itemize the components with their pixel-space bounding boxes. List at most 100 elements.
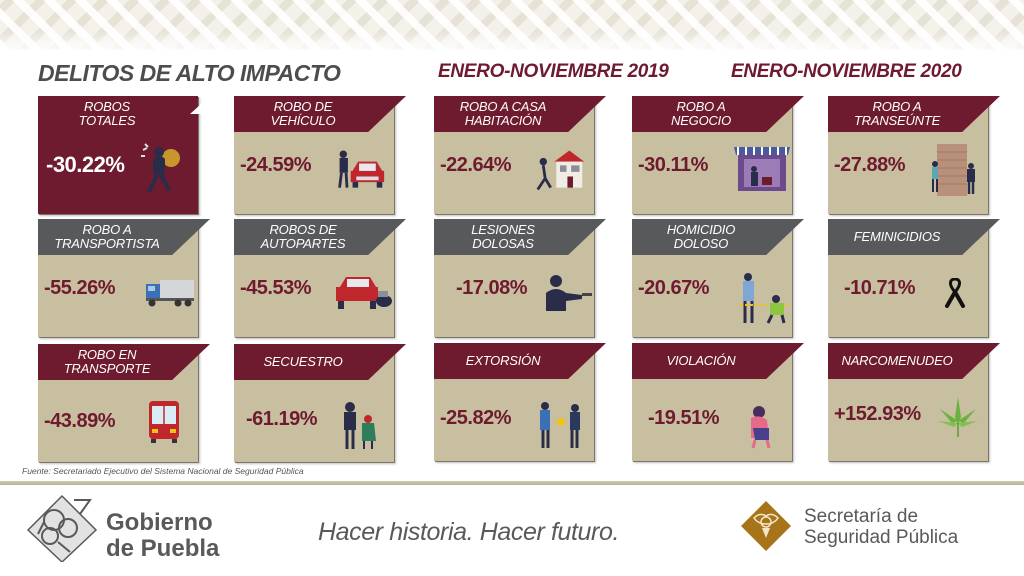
card-value: -27.88% <box>834 154 906 176</box>
card-label-line2: TRANSPORTISTA <box>54 236 160 251</box>
ssp-wordmark: Secretaría de Seguridad Pública <box>804 506 958 548</box>
crouching-victim-icon <box>742 401 778 453</box>
gobierno-puebla-logo-icon <box>24 492 102 564</box>
card-value: -43.89% <box>44 410 116 432</box>
card-label-line2: TOTALES <box>78 113 136 128</box>
card-label-line2: HABITACIÓN <box>464 113 542 128</box>
card-feminicidios: FEMINICIDIOS -10.71% <box>828 219 988 337</box>
card-narcomenudeo: NARCOMENUDEO +152.93% <box>828 343 988 461</box>
card-label-line1: ROBO A <box>82 222 132 237</box>
page-title: DELITOS DE ALTO IMPACTO <box>38 60 341 86</box>
card-header: ROBO A TRANSPORTISTA <box>38 219 198 255</box>
card-robo-casa-habitacion: ROBO A CASA HABITACIÓN -22.64% <box>434 96 594 214</box>
pattern-fade <box>0 30 1024 54</box>
card-header: EXTORSIÓN <box>434 343 594 379</box>
card-label-line2: TRANSPORTE <box>63 361 151 376</box>
card-header: SECUESTRO <box>234 344 394 380</box>
card-robos-totales: ROBOS TOTALES -30.22% <box>38 96 210 214</box>
car-thief-icon <box>334 146 386 194</box>
card-homicidio-doloso: HOMICIDIO DOLOSO -20.67% <box>632 219 792 337</box>
card-label-line1: ROBOS DE <box>269 222 337 237</box>
card-robos-autopartes: ROBOS DE AUTOPARTES -45.53% <box>234 219 394 337</box>
bus-icon <box>138 396 190 446</box>
card-header: ROBO A CASA HABITACIÓN <box>434 96 594 132</box>
ssp-line-1: Secretaría de <box>804 506 919 527</box>
gobierno-puebla-wordmark: Gobierno de Puebla <box>106 510 219 562</box>
card-label-line2: TRANSEÚNTE <box>853 113 941 128</box>
card-label-line2: DOLOSO <box>673 236 729 251</box>
card-label-line1: NARCOMENUDEO <box>841 353 953 368</box>
card-value: -20.67% <box>638 277 710 299</box>
period-2019-heading: ENERO-NOVIEMBRE 2019 <box>438 61 669 82</box>
card-value: +152.93% <box>834 403 921 425</box>
house-burglar-icon <box>534 146 586 194</box>
card-label-line1: FEMINICIDIOS <box>853 229 941 244</box>
card-label-line2: AUTOPARTES <box>260 236 346 251</box>
card-header: ROBO DE VEHÍCULO <box>234 96 394 132</box>
source-note: Fuente: Secretariado Ejecutivo del Siste… <box>22 466 304 476</box>
card-secuestro: SECUESTRO -61.19% <box>234 344 394 462</box>
card-header: HOMICIDIO DOLOSO <box>632 219 792 255</box>
gov-line-1: Gobierno <box>106 509 213 536</box>
card-label-line1: EXTORSIÓN <box>465 353 541 368</box>
card-label-line2: NEGOCIO <box>671 113 731 128</box>
ssp-emblem-icon <box>740 500 792 552</box>
card-label-line1: ROBO EN <box>77 347 137 362</box>
card-label-line1: ROBO DE <box>273 99 333 114</box>
store-robbery-icon <box>732 146 792 194</box>
card-label-line1: SECUESTRO <box>263 354 343 369</box>
card-robo-en-transporte: ROBO EN TRANSPORTE -43.89% <box>38 344 198 462</box>
card-label-line2: VEHÍCULO <box>270 113 336 128</box>
card-header: ROBO EN TRANSPORTE <box>38 344 198 380</box>
slogan: Hacer historia. Hacer futuro. <box>318 518 620 546</box>
card-lesiones-dolosas: LESIONES DOLOSAS -17.08% <box>434 219 594 337</box>
kidnapping-icon <box>334 400 386 452</box>
card-header: ROBOS DE AUTOPARTES <box>234 219 394 255</box>
ssp-line-2: Seguridad Pública <box>804 527 959 548</box>
card-value: -17.08% <box>456 277 528 299</box>
extortion-handover-icon <box>534 399 586 453</box>
card-value: -30.11% <box>638 154 708 176</box>
card-value: -25.82% <box>440 407 512 429</box>
period-2020-heading: ENERO-NOVIEMBRE 2020 <box>731 61 962 82</box>
card-header: ROBO A TRANSEÚNTE <box>828 96 988 132</box>
crime-scene-icon <box>738 271 790 329</box>
card-robo-transportista: ROBO A TRANSPORTISTA -55.26% <box>38 219 198 337</box>
card-value: -10.71% <box>844 277 916 299</box>
card-label-line1: ROBO A <box>872 99 922 114</box>
gov-line-2: de Puebla <box>106 535 220 562</box>
card-value: -55.26% <box>44 277 116 299</box>
cannabis-leaf-icon <box>932 393 984 441</box>
card-robo-negocio: ROBO A NEGOCIO -30.11% <box>632 96 792 214</box>
card-header: ROBOS TOTALES <box>38 96 198 132</box>
card-label-line1: HOMICIDIO <box>666 222 736 237</box>
card-header: VIOLACIÓN <box>632 343 792 379</box>
card-robo-transeunte: ROBO A TRANSEÚNTE -27.88% <box>828 96 988 214</box>
thief-with-money-bag-icon <box>138 143 190 194</box>
card-violacion: VIOLACIÓN -19.51% <box>632 343 792 461</box>
car-parts-thief-icon <box>332 269 394 317</box>
card-value: -45.53% <box>240 277 312 299</box>
card-label-line1: LESIONES <box>471 222 535 237</box>
card-extorsion: EXTORSIÓN -25.82% <box>434 343 594 461</box>
card-label-line1: ROBO A CASA <box>459 99 547 114</box>
card-value: -22.64% <box>440 154 512 176</box>
mourning-ribbon-icon <box>940 269 970 317</box>
street-mugging-icon <box>928 144 980 196</box>
footer-divider <box>0 481 1024 485</box>
card-label-line1: ROBOS <box>84 99 130 114</box>
card-header: FEMINICIDIOS <box>828 219 988 255</box>
card-value: -19.51% <box>648 407 720 429</box>
card-label-line1: VIOLACIÓN <box>666 353 736 368</box>
card-robo-vehiculo: ROBO DE VEHÍCULO -24.59% <box>234 96 394 214</box>
card-label-line2: DOLOSAS <box>472 236 534 251</box>
card-label-line1: ROBO A <box>676 99 726 114</box>
gunman-icon <box>542 269 594 317</box>
card-value: -30.22% <box>46 152 125 177</box>
truck-icon <box>144 269 196 317</box>
card-header: LESIONES DOLOSAS <box>434 219 594 255</box>
card-header: ROBO A NEGOCIO <box>632 96 792 132</box>
card-header: NARCOMENUDEO <box>828 343 988 379</box>
card-value: -24.59% <box>240 154 312 176</box>
card-value: -61.19% <box>246 408 318 430</box>
